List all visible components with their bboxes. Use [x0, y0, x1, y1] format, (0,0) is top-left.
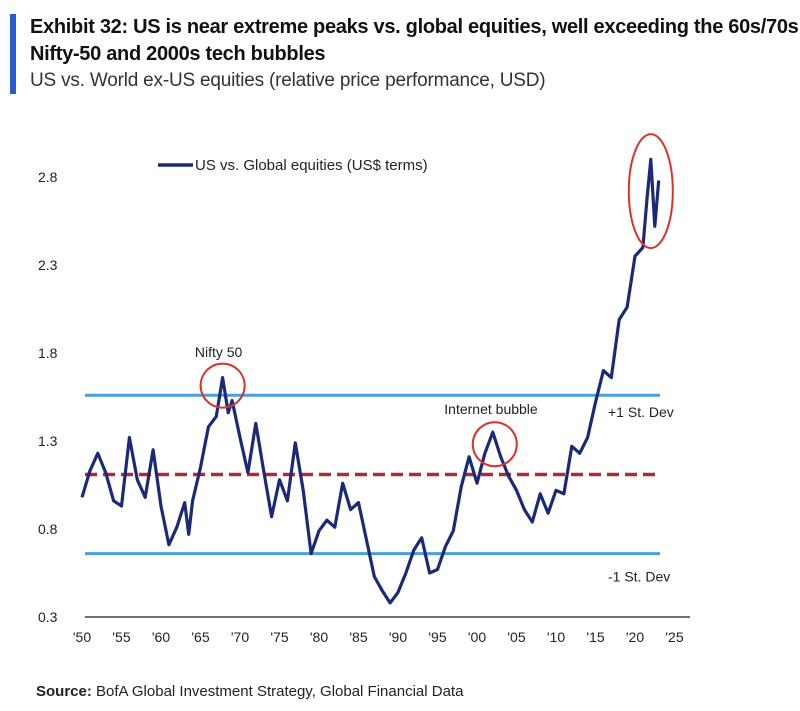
x-tick-label: '90	[389, 629, 407, 645]
x-tick-label: '85	[349, 629, 367, 645]
series-line	[80, 157, 661, 605]
x-tick-label: '75	[270, 629, 288, 645]
x-tick-label: '60	[152, 629, 170, 645]
y-tick-label: 1.8	[38, 345, 58, 361]
annotation-circle	[199, 362, 246, 409]
legend-label: US vs. Global equities (US$ terms)	[195, 157, 428, 174]
x-tick-label: '05	[507, 629, 525, 645]
x-tick-label: '50	[73, 629, 91, 645]
x-tick-label: '10	[547, 629, 565, 645]
std-dev-label: -1 St. Dev	[608, 569, 670, 585]
header: Exhibit 32: US is near extreme peaks vs.…	[10, 14, 800, 94]
x-tick-label: '80	[310, 629, 328, 645]
annotation-ellipse	[627, 133, 674, 250]
annotation-circle	[471, 421, 518, 468]
annotation-label: Internet bubble	[444, 401, 538, 417]
x-tick-label: '65	[191, 629, 209, 645]
x-tick-label: '55	[112, 629, 130, 645]
x-tick-label: '95	[428, 629, 446, 645]
y-tick-label: 0.8	[38, 521, 58, 537]
x-tick-label: '15	[586, 629, 604, 645]
y-tick-label: 2.3	[38, 257, 58, 273]
y-tick-label: 0.3	[38, 609, 58, 625]
source-text: BofA Global Investment Strategy, Global …	[91, 683, 464, 700]
annotation-label: Nifty 50	[195, 344, 243, 360]
chart-title: Exhibit 32: US is near extreme peaks vs.…	[30, 16, 799, 65]
y-tick-label: 2.8	[38, 169, 58, 185]
source-note: Source: BofA Global Investment Strategy,…	[36, 683, 463, 700]
x-tick-label: '70	[231, 629, 249, 645]
source-label: Source:	[36, 683, 92, 700]
x-tick-label: '00	[468, 629, 486, 645]
std-dev-label: +1 St. Dev	[608, 404, 674, 420]
x-tick-label: '20	[626, 629, 644, 645]
y-tick-label: 1.3	[38, 433, 58, 449]
chart-subtitle: US vs. World ex-US equities (relative pr…	[30, 70, 546, 91]
x-tick-label: '25	[665, 629, 683, 645]
